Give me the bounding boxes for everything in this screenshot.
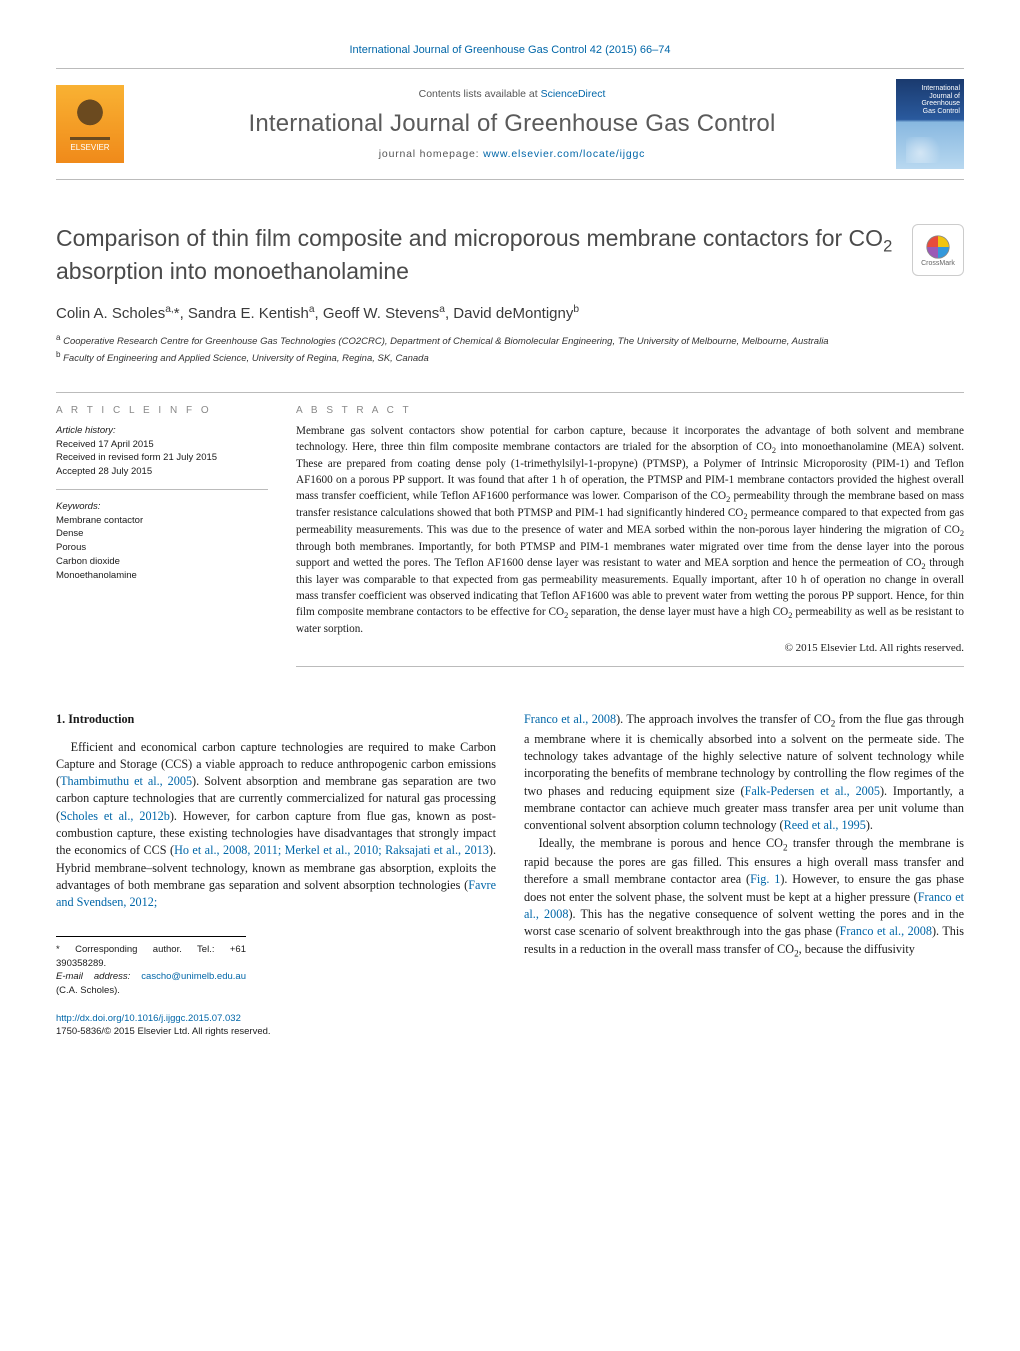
keyword-3: Carbon dioxide (56, 555, 268, 569)
history-item-1: Received in revised form 21 July 2015 (56, 451, 268, 465)
affiliation-b: b Faculty of Engineering and Applied Sci… (56, 349, 964, 366)
article-title-row: Comparison of thin film composite and mi… (56, 224, 964, 286)
journal-homepage-line: journal homepage: www.elsevier.com/locat… (140, 148, 884, 160)
info-abstract-row: A R T I C L E I N F O Article history: R… (56, 392, 964, 667)
article-history: Article history: Received 17 April 2015 … (56, 424, 268, 490)
affiliations: a Cooperative Research Centre for Greenh… (56, 332, 964, 366)
page-root: International Journal of Greenhouse Gas … (0, 0, 1020, 1078)
doi-block: http://dx.doi.org/10.1016/j.ijggc.2015.0… (56, 1012, 496, 1039)
keyword-0: Membrane contactor (56, 514, 268, 528)
corresponding-author-block: * Corresponding author. Tel.: +61 390358… (56, 936, 246, 998)
history-item-2: Accepted 28 July 2015 (56, 465, 268, 479)
homepage-link[interactable]: www.elsevier.com/locate/ijggc (483, 148, 645, 160)
email-paren: (C.A. Scholes). (56, 985, 120, 996)
keywords-label: Keywords: (56, 500, 268, 514)
affil-text-a: Cooperative Research Centre for Greenhou… (63, 336, 828, 347)
keyword-2: Porous (56, 541, 268, 555)
journal-cover-thumb: International Journal of Greenhouse Gas … (896, 79, 964, 169)
publisher-logo-text: ELSEVIER (70, 143, 109, 152)
doi-link[interactable]: http://dx.doi.org/10.1016/j.ijggc.2015.0… (56, 1013, 241, 1024)
section-heading-1: 1. Introduction (56, 711, 496, 728)
keyword-4: Monoethanolamine (56, 569, 268, 583)
crossmark-icon (925, 234, 951, 260)
history-label: Article history: (56, 424, 268, 438)
sciencedirect-link[interactable]: ScienceDirect (541, 88, 606, 100)
homepage-label: journal homepage: (379, 148, 483, 160)
body-col2-p1: Franco et al., 2008). The approach invol… (524, 711, 964, 834)
keywords-block: Keywords: Membrane contactor Dense Porou… (56, 490, 268, 583)
abstract-text: Membrane gas solvent contactors show pot… (296, 424, 964, 638)
body-columns: 1. Introduction Efficient and economical… (56, 711, 964, 1038)
abstract-box: A B S T R A C T Membrane gas solvent con… (296, 393, 964, 667)
elsevier-tree-icon (70, 96, 110, 140)
body-col2-p2: Ideally, the membrane is porous and henc… (524, 835, 964, 961)
email-line: E-mail address: cascho@unimelb.edu.au (C… (56, 970, 246, 998)
keyword-1: Dense (56, 527, 268, 541)
masthead: ELSEVIER Contents lists available at Sci… (56, 68, 964, 180)
citation-line: International Journal of Greenhouse Gas … (56, 44, 964, 56)
article-title: Comparison of thin film composite and mi… (56, 224, 896, 286)
cover-line1: International Journal of (900, 85, 960, 100)
affil-sup-a: a (56, 333, 60, 342)
cover-line2: Greenhouse (900, 100, 960, 108)
abstract-copyright: © 2015 Elsevier Ltd. All rights reserved… (296, 642, 964, 654)
article-info-box: A R T I C L E I N F O Article history: R… (56, 392, 268, 667)
affil-sup-b: b (56, 350, 60, 359)
abstract-label: A B S T R A C T (296, 393, 964, 424)
cover-line3: Gas Control (900, 108, 960, 116)
email-label: E-mail address: (56, 971, 141, 982)
history-item-0: Received 17 April 2015 (56, 438, 268, 452)
body-col1-p1: Efficient and economical carbon capture … (56, 739, 496, 912)
corresponding-email-link[interactable]: cascho@unimelb.edu.au (141, 971, 246, 982)
publisher-logo: ELSEVIER (56, 85, 124, 163)
affiliation-a: a Cooperative Research Centre for Greenh… (56, 332, 964, 349)
issn-line: 1750-5836/© 2015 Elsevier Ltd. All right… (56, 1026, 271, 1037)
body-col-left: 1. Introduction Efficient and economical… (56, 711, 496, 1038)
journal-name: International Journal of Greenhouse Gas … (140, 110, 884, 138)
authors-line: Colin A. Scholesa,*, Sandra E. Kentisha,… (56, 304, 964, 322)
affil-text-b: Faculty of Engineering and Applied Scien… (63, 353, 429, 364)
body-col-right: Franco et al., 2008). The approach invol… (524, 711, 964, 1038)
contents-line: Contents lists available at ScienceDirec… (140, 88, 884, 100)
corresponding-label: * Corresponding author. Tel.: +61 390358… (56, 943, 246, 971)
crossmark-label: CrossMark (921, 260, 955, 267)
article-info-label: A R T I C L E I N F O (56, 393, 268, 424)
crossmark-badge[interactable]: CrossMark (912, 224, 964, 276)
masthead-center: Contents lists available at ScienceDirec… (140, 88, 884, 160)
contents-available-label: Contents lists available at (419, 88, 541, 100)
